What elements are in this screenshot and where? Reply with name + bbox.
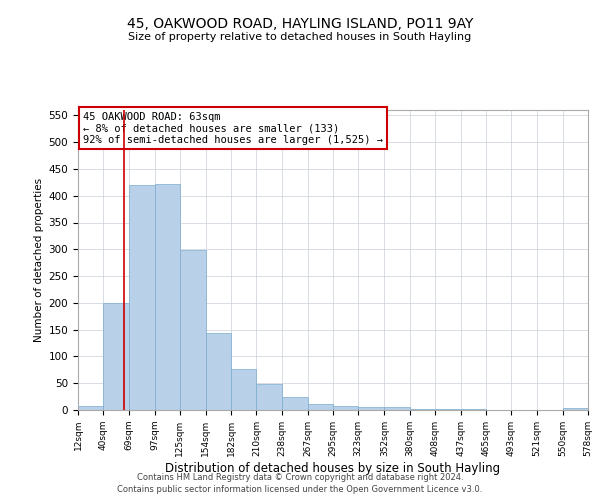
Bar [130, 185, 155, 410]
Bar [206, 334, 231, 410]
Y-axis label: Number of detached properties: Number of detached properties [34, 178, 44, 342]
Bar [180, 250, 206, 410]
Bar [281, 397, 308, 410]
X-axis label: Distribution of detached houses by size in South Hayling: Distribution of detached houses by size … [166, 462, 500, 474]
Text: 45, OAKWOOD ROAD, HAYLING ISLAND, PO11 9AY: 45, OAKWOOD ROAD, HAYLING ISLAND, PO11 9… [127, 18, 473, 32]
Bar [563, 408, 588, 410]
Bar [231, 369, 256, 410]
Bar [410, 409, 435, 410]
Bar [256, 384, 281, 410]
Bar [103, 303, 130, 410]
Bar [78, 406, 103, 410]
Text: Size of property relative to detached houses in South Hayling: Size of property relative to detached ho… [128, 32, 472, 42]
Bar [358, 407, 385, 410]
Text: Contains public sector information licensed under the Open Government Licence v3: Contains public sector information licen… [118, 485, 482, 494]
Text: 45 OAKWOOD ROAD: 63sqm
← 8% of detached houses are smaller (133)
92% of semi-det: 45 OAKWOOD ROAD: 63sqm ← 8% of detached … [83, 112, 383, 144]
Bar [385, 408, 410, 410]
Bar [155, 184, 180, 410]
Text: Contains HM Land Registry data © Crown copyright and database right 2024.: Contains HM Land Registry data © Crown c… [137, 472, 463, 482]
Bar [333, 406, 358, 410]
Bar [308, 404, 333, 410]
